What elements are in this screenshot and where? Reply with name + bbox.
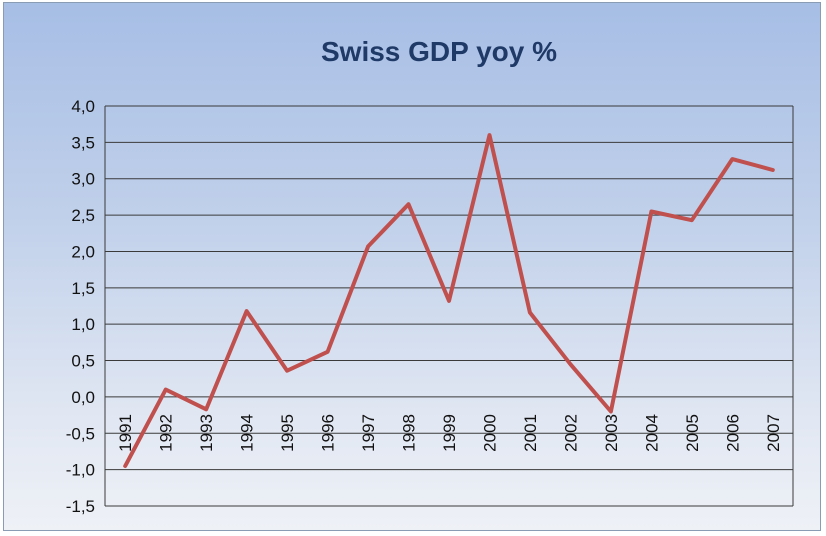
data-point: [245, 309, 249, 313]
y-tick-label: -0,5: [66, 424, 95, 443]
x-tick-label: 2006: [723, 414, 742, 452]
x-tick-label: 2002: [561, 414, 580, 452]
data-point: [366, 244, 370, 248]
x-tick-label: 1995: [278, 414, 297, 452]
line-chart: Swiss GDP yoy % 4,0 3,5 3,0 2,5 2,0 1,5 1,0 0,5…: [66, 36, 794, 516]
x-tick-label: 1992: [157, 414, 176, 452]
data-point: [528, 311, 532, 315]
y-tick-label: -1,0: [66, 461, 95, 480]
data-point: [123, 464, 127, 468]
x-tick-label: 1993: [197, 414, 216, 452]
data-point: [204, 407, 208, 411]
x-tick-label: 1996: [319, 414, 338, 452]
chart-frame: Swiss GDP yoy % 4,0 3,5 3,0 2,5 2,0 1,5 1,0 0,5…: [3, 2, 821, 531]
y-tick-label: -1,5: [66, 497, 95, 516]
data-point: [771, 168, 775, 172]
data-point: [285, 369, 289, 373]
data-point: [690, 218, 694, 222]
x-tick-label: 1994: [238, 414, 257, 452]
x-tick-label: 1991: [116, 414, 135, 452]
y-tick-label: 3,5: [71, 133, 95, 152]
x-tick-label: 2001: [521, 414, 540, 452]
data-point: [407, 202, 411, 206]
series-layer: [123, 133, 775, 468]
x-axis-ticks: 1991 1992 1993 1994 1995 1996 1997 1998 1999 2000…: [116, 414, 783, 452]
y-axis-ticks: 4,0 3,5 3,0 2,5 2,0 1,5 1,0 0,5 0,0 -0,5 -1,0 -1,5: [66, 97, 95, 516]
data-point: [447, 299, 451, 303]
data-point: [164, 388, 168, 392]
gridlines: [104, 105, 794, 507]
x-tick-label: 1999: [440, 414, 459, 452]
y-tick-label: 1,5: [71, 279, 95, 298]
data-point: [487, 133, 491, 137]
x-tick-label: 2005: [683, 414, 702, 452]
x-tick-label: 2000: [480, 414, 499, 452]
y-tick-label: 0,5: [71, 352, 95, 371]
data-point: [730, 157, 734, 161]
x-tick-label: 1997: [359, 414, 378, 452]
y-tick-label: 0,0: [71, 388, 95, 407]
data-point: [609, 409, 613, 413]
x-tick-label: 2003: [602, 414, 621, 452]
y-tick-label: 4,0: [71, 97, 95, 116]
data-point: [649, 209, 653, 213]
chart-title: Swiss GDP yoy %: [321, 36, 557, 67]
y-tick-label: 2,5: [71, 206, 95, 225]
data-point: [326, 350, 330, 354]
y-tick-label: 2,0: [71, 242, 95, 261]
x-tick-label: 2007: [764, 414, 783, 452]
x-tick-label: 2004: [642, 414, 661, 452]
y-tick-label: 1,0: [71, 315, 95, 334]
x-tick-label: 1998: [400, 414, 419, 452]
data-point: [568, 362, 572, 366]
y-tick-label: 3,0: [71, 170, 95, 189]
